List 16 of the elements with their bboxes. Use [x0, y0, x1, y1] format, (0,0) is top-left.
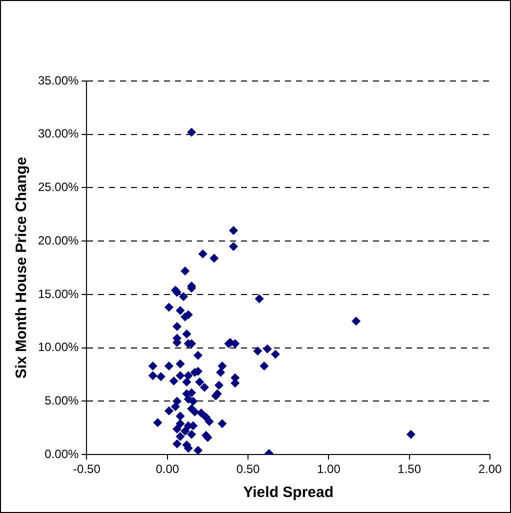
y-tick-label: 35.00%	[38, 73, 80, 88]
y-tick-label: 5.00%	[44, 394, 80, 408]
x-tick-label: 0.50	[236, 462, 260, 476]
y-tick-label: 25.00%	[38, 180, 80, 194]
y-tick-label: 10.00%	[38, 340, 80, 354]
y-tick-label: 30.00%	[38, 126, 80, 141]
y-tick-label: 20.00%	[38, 233, 80, 248]
x-tick-label: 0.00	[156, 462, 180, 476]
x-tick-label: 1.00	[317, 462, 341, 476]
x-tick-label: 2.00	[478, 462, 502, 476]
x-tick-label: -0.50	[73, 462, 101, 476]
y-tick-label: 15.00%	[38, 286, 80, 301]
y-axis-title: Six Month House Price Change	[13, 156, 30, 379]
x-axis-title: Yield Spread	[243, 484, 334, 502]
x-tick-label: 1.50	[398, 462, 422, 476]
y-tick-label: 0.00%	[44, 446, 80, 461]
